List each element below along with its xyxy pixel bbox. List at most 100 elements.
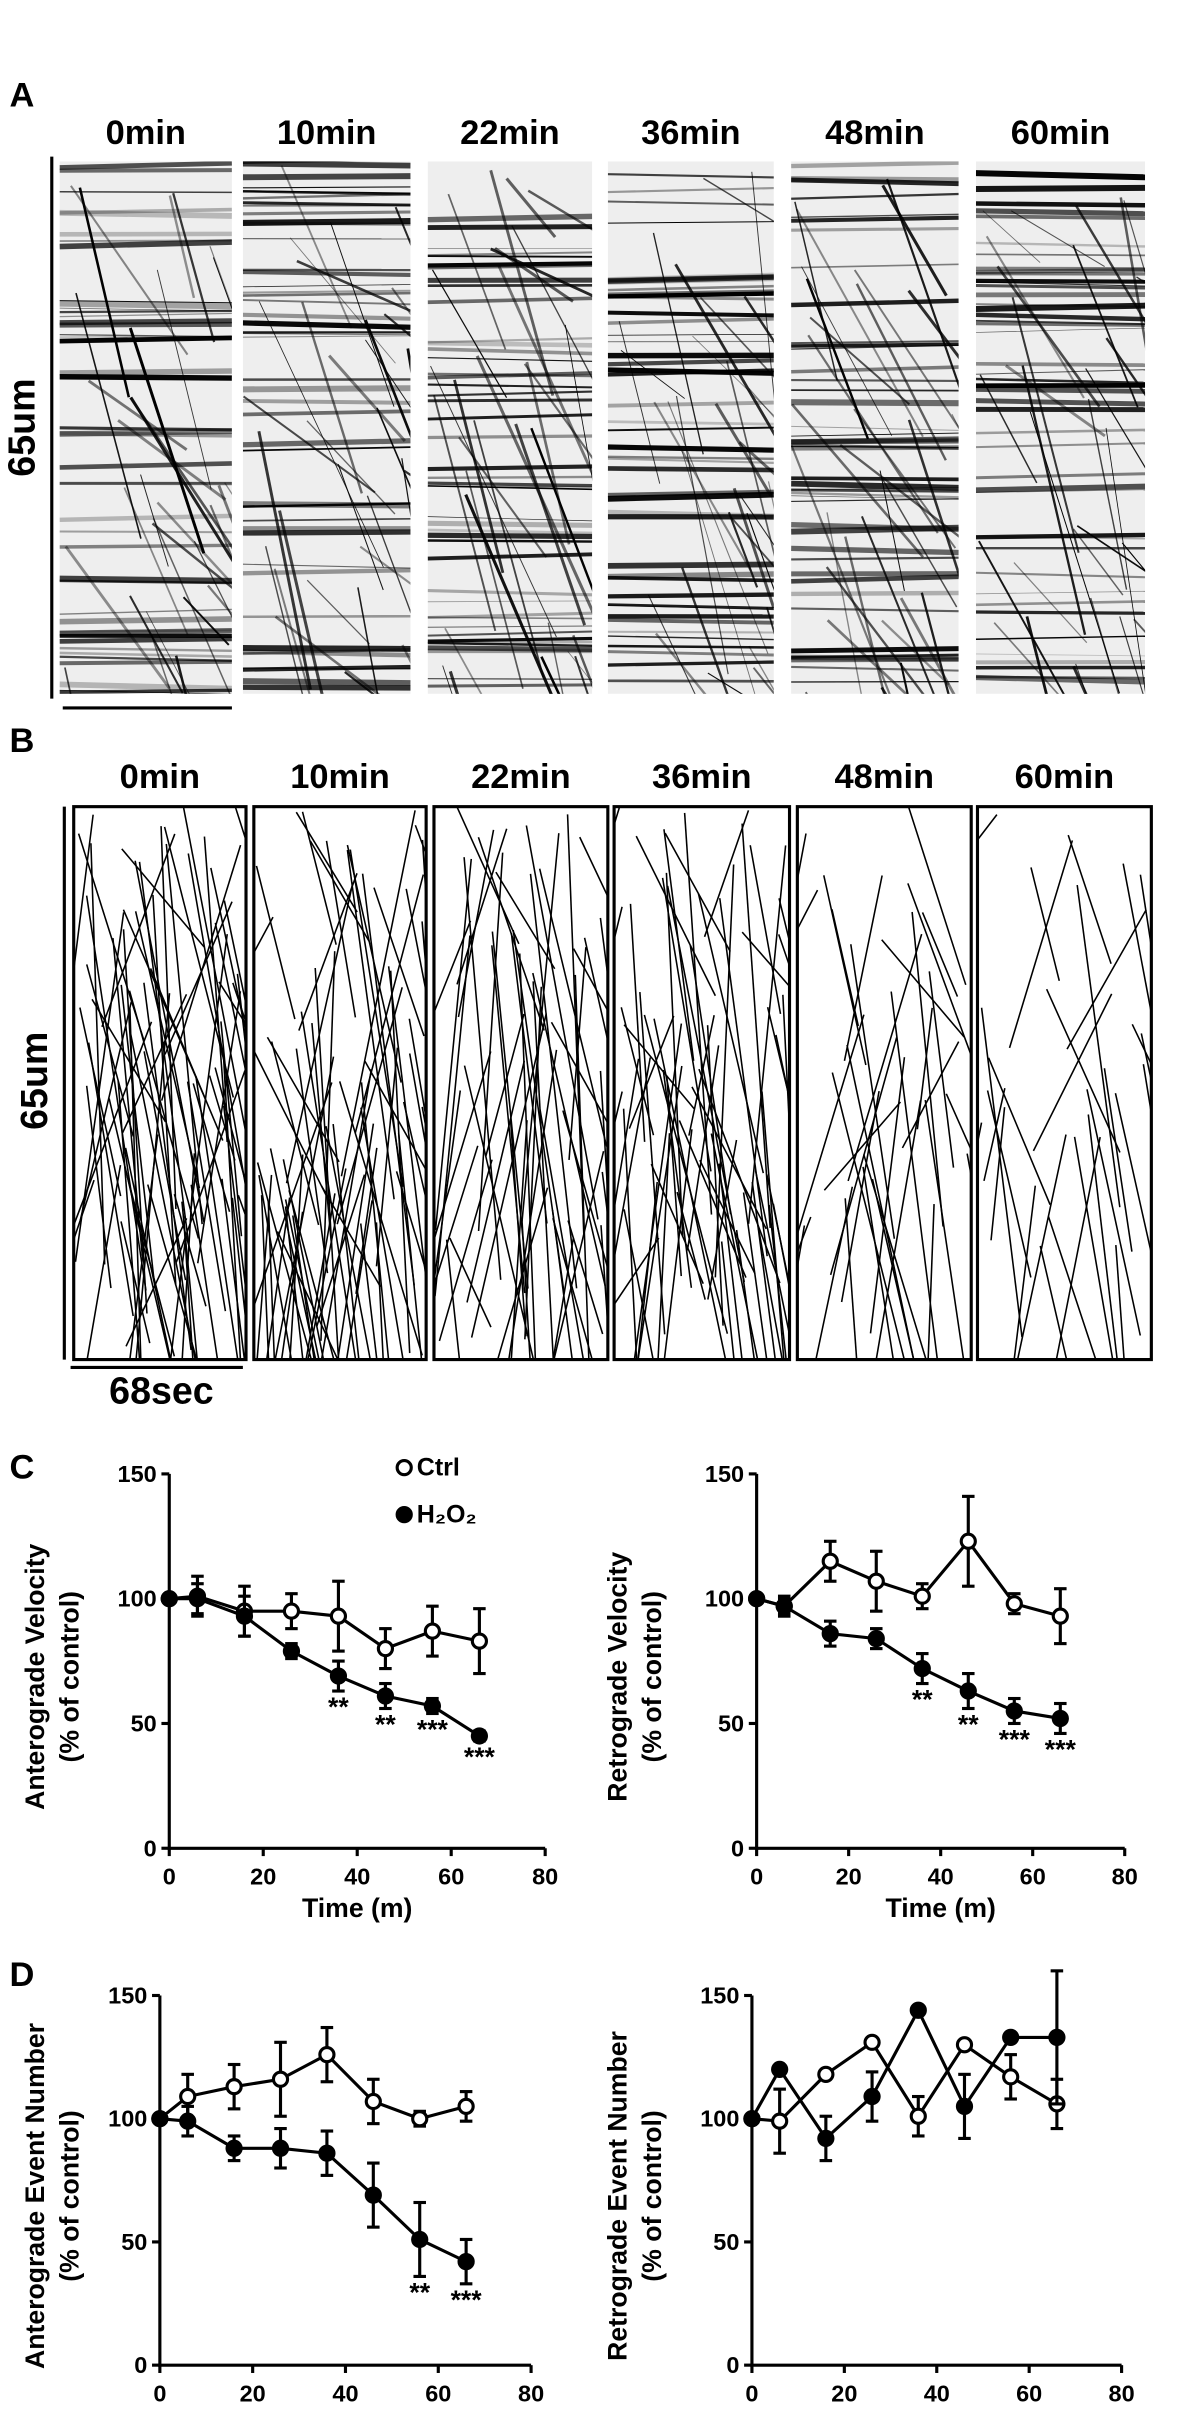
kymo-track [607,509,774,518]
trace [751,1181,777,1360]
x-tick-label: 80 [1109,2380,1135,2406]
trace [823,875,867,1066]
trace [843,875,883,1061]
trace [265,1197,291,1360]
kymo-track [607,660,774,667]
trace [361,873,415,1286]
trace [966,1153,972,1181]
point [179,2087,197,2106]
trace [181,1153,196,1360]
trace [661,877,712,1172]
trace [143,982,192,1351]
kymo-track [572,634,593,688]
panel-label: B [9,722,34,760]
kymo-track [1010,210,1105,268]
trace [775,1034,790,1103]
kymo-track [1075,205,1146,324]
point [1048,2028,1066,2047]
point [748,1590,766,1608]
trace [698,1068,781,1284]
kymo-track [791,379,959,383]
trace [232,982,247,1025]
kymo-track [427,372,593,378]
trace [408,1018,427,1124]
point [821,1552,839,1570]
y-tick-label: 100 [108,2106,147,2132]
kymo-track [899,662,909,694]
kymo-track [505,177,557,239]
x-tick-label: 20 [250,1863,276,1889]
kymo-track [607,358,774,367]
kymo-track [540,656,561,694]
kymo-track [242,529,411,536]
x-axis-label: Time (m) [302,1893,412,1923]
kymo-track [242,385,411,393]
kymo-track [791,574,959,584]
kymo-track [791,192,959,200]
kymo-track [1123,200,1146,275]
kymo-track [168,195,196,299]
trace [539,1109,585,1360]
trace [928,971,955,1168]
trace [829,1037,898,1276]
trace-box [433,806,608,1360]
point [863,2087,881,2106]
kymo-track [209,245,232,309]
kymo-track [975,319,1146,325]
y-axis-label: Retrograde Event Number [603,2031,633,2361]
kymo-track [607,561,774,569]
kymo-track [982,210,1041,263]
point [1002,2068,1020,2086]
kymo-track [129,396,232,563]
kymo-track [427,589,593,597]
kymo-track [273,568,311,694]
kymo-track [607,575,774,583]
trace [797,889,819,931]
trace [628,1015,675,1129]
kymo-track [881,184,948,297]
trace-frame [795,805,973,1362]
time-label: 0min [120,758,200,796]
x-tick-label: 40 [344,1863,370,1889]
kymo-track [242,161,411,169]
kymo-track [242,312,411,321]
kymo-track [618,321,661,484]
kymo-track [805,278,870,440]
kymo-track [607,291,774,299]
kymo-track [257,430,312,690]
kymo-track [607,221,774,224]
trace [169,1241,186,1360]
kymo-track [376,407,411,490]
kymo-track [427,464,593,472]
kymo-track [328,354,407,443]
kymo-track [212,257,232,310]
kymo-track [607,630,774,634]
kymo-track [242,684,411,691]
trace [316,1174,366,1327]
trace [521,1218,531,1360]
kymo-track [344,671,375,694]
kymo-track [383,313,411,338]
kymo-track [59,318,232,326]
x-tick-label: 0 [750,1863,763,1889]
kymo-track [453,379,505,574]
kymo-track [59,431,232,438]
kymo-track [975,653,1146,657]
trace [337,1123,375,1360]
time-label: 0min [106,114,186,152]
kymo-track [675,395,729,675]
trace [666,885,746,1283]
trace [657,1133,671,1360]
kymo-track [172,192,216,343]
kymo-track [975,253,1146,257]
point [1002,2028,1020,2047]
kymo-track [607,368,774,377]
kymo-track [59,689,232,694]
trace [433,920,472,1015]
trace [510,1120,528,1360]
kymo-track [123,487,189,636]
kymo-track [359,545,411,585]
trace [666,1075,683,1277]
kymo-track [427,640,593,645]
significance: *** [451,2285,483,2315]
